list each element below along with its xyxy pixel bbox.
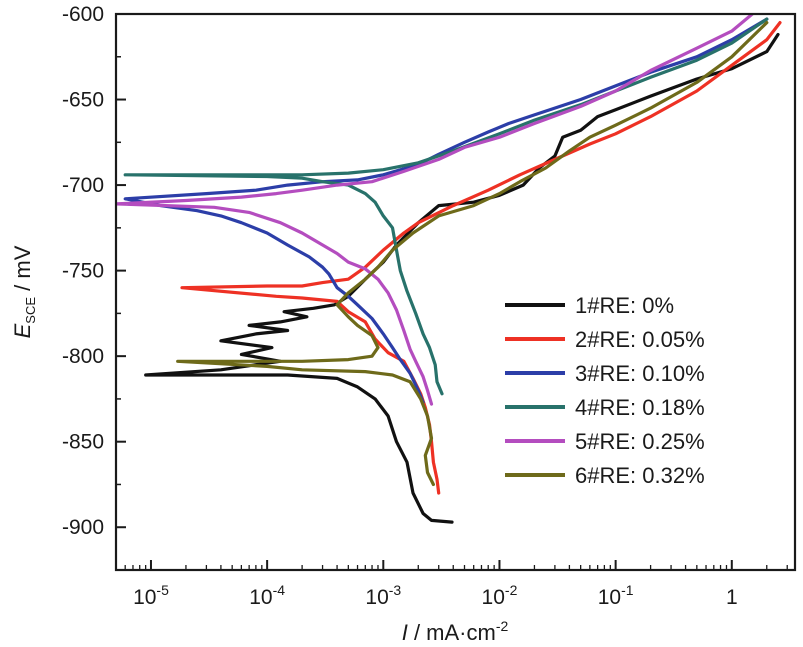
x-axis-title: I / mA·cm-2 <box>402 618 509 645</box>
x-tick-label: 10-4 <box>249 582 285 609</box>
legend-label: 3#RE: 0.10% <box>575 361 705 386</box>
legend-label: 4#RE: 0.18% <box>575 395 705 420</box>
series-line-2 <box>180 21 782 495</box>
legend-label: 2#RE: 0.05% <box>575 327 705 352</box>
x-tick-label: 10-5 <box>133 582 169 609</box>
y-tick-label: -850 <box>62 431 104 454</box>
series-line-1 <box>144 32 780 524</box>
x-tick-label: 10-2 <box>482 582 518 609</box>
x-tick-label: 10-1 <box>598 582 634 609</box>
plot-frame <box>114 12 797 572</box>
y-axis: -600 -650 -700 -750 -800 -850 -900 <box>62 3 126 539</box>
y-tick-label: -700 <box>62 174 104 197</box>
series-line-5 <box>116 14 754 406</box>
x-tick-label: 1 <box>726 586 738 609</box>
legend-label: 1#RE: 0% <box>575 293 674 318</box>
y-tick-label: -600 <box>62 3 104 26</box>
y-axis-title: ESCE / mV <box>10 245 38 338</box>
y-tick-label: -750 <box>62 260 104 283</box>
y-tick-label: -900 <box>62 516 104 539</box>
series-line-4 <box>123 17 769 396</box>
series-layer <box>116 14 782 524</box>
x-tick-label: 10-3 <box>365 582 401 609</box>
legend: 1#RE: 0% 2#RE: 0.05% 3#RE: 0.10% 4#RE: 0.18… <box>505 293 705 488</box>
series-line-6 <box>176 21 769 487</box>
legend-label: 5#RE: 0.25% <box>575 429 705 454</box>
legend-label: 6#RE: 0.32% <box>575 463 705 488</box>
y-tick-label: -650 <box>62 89 104 112</box>
x-axis: 10-5 10-4 10-3 10-2 10-1 1 <box>124 560 788 609</box>
y-tick-label: -800 <box>62 345 104 368</box>
